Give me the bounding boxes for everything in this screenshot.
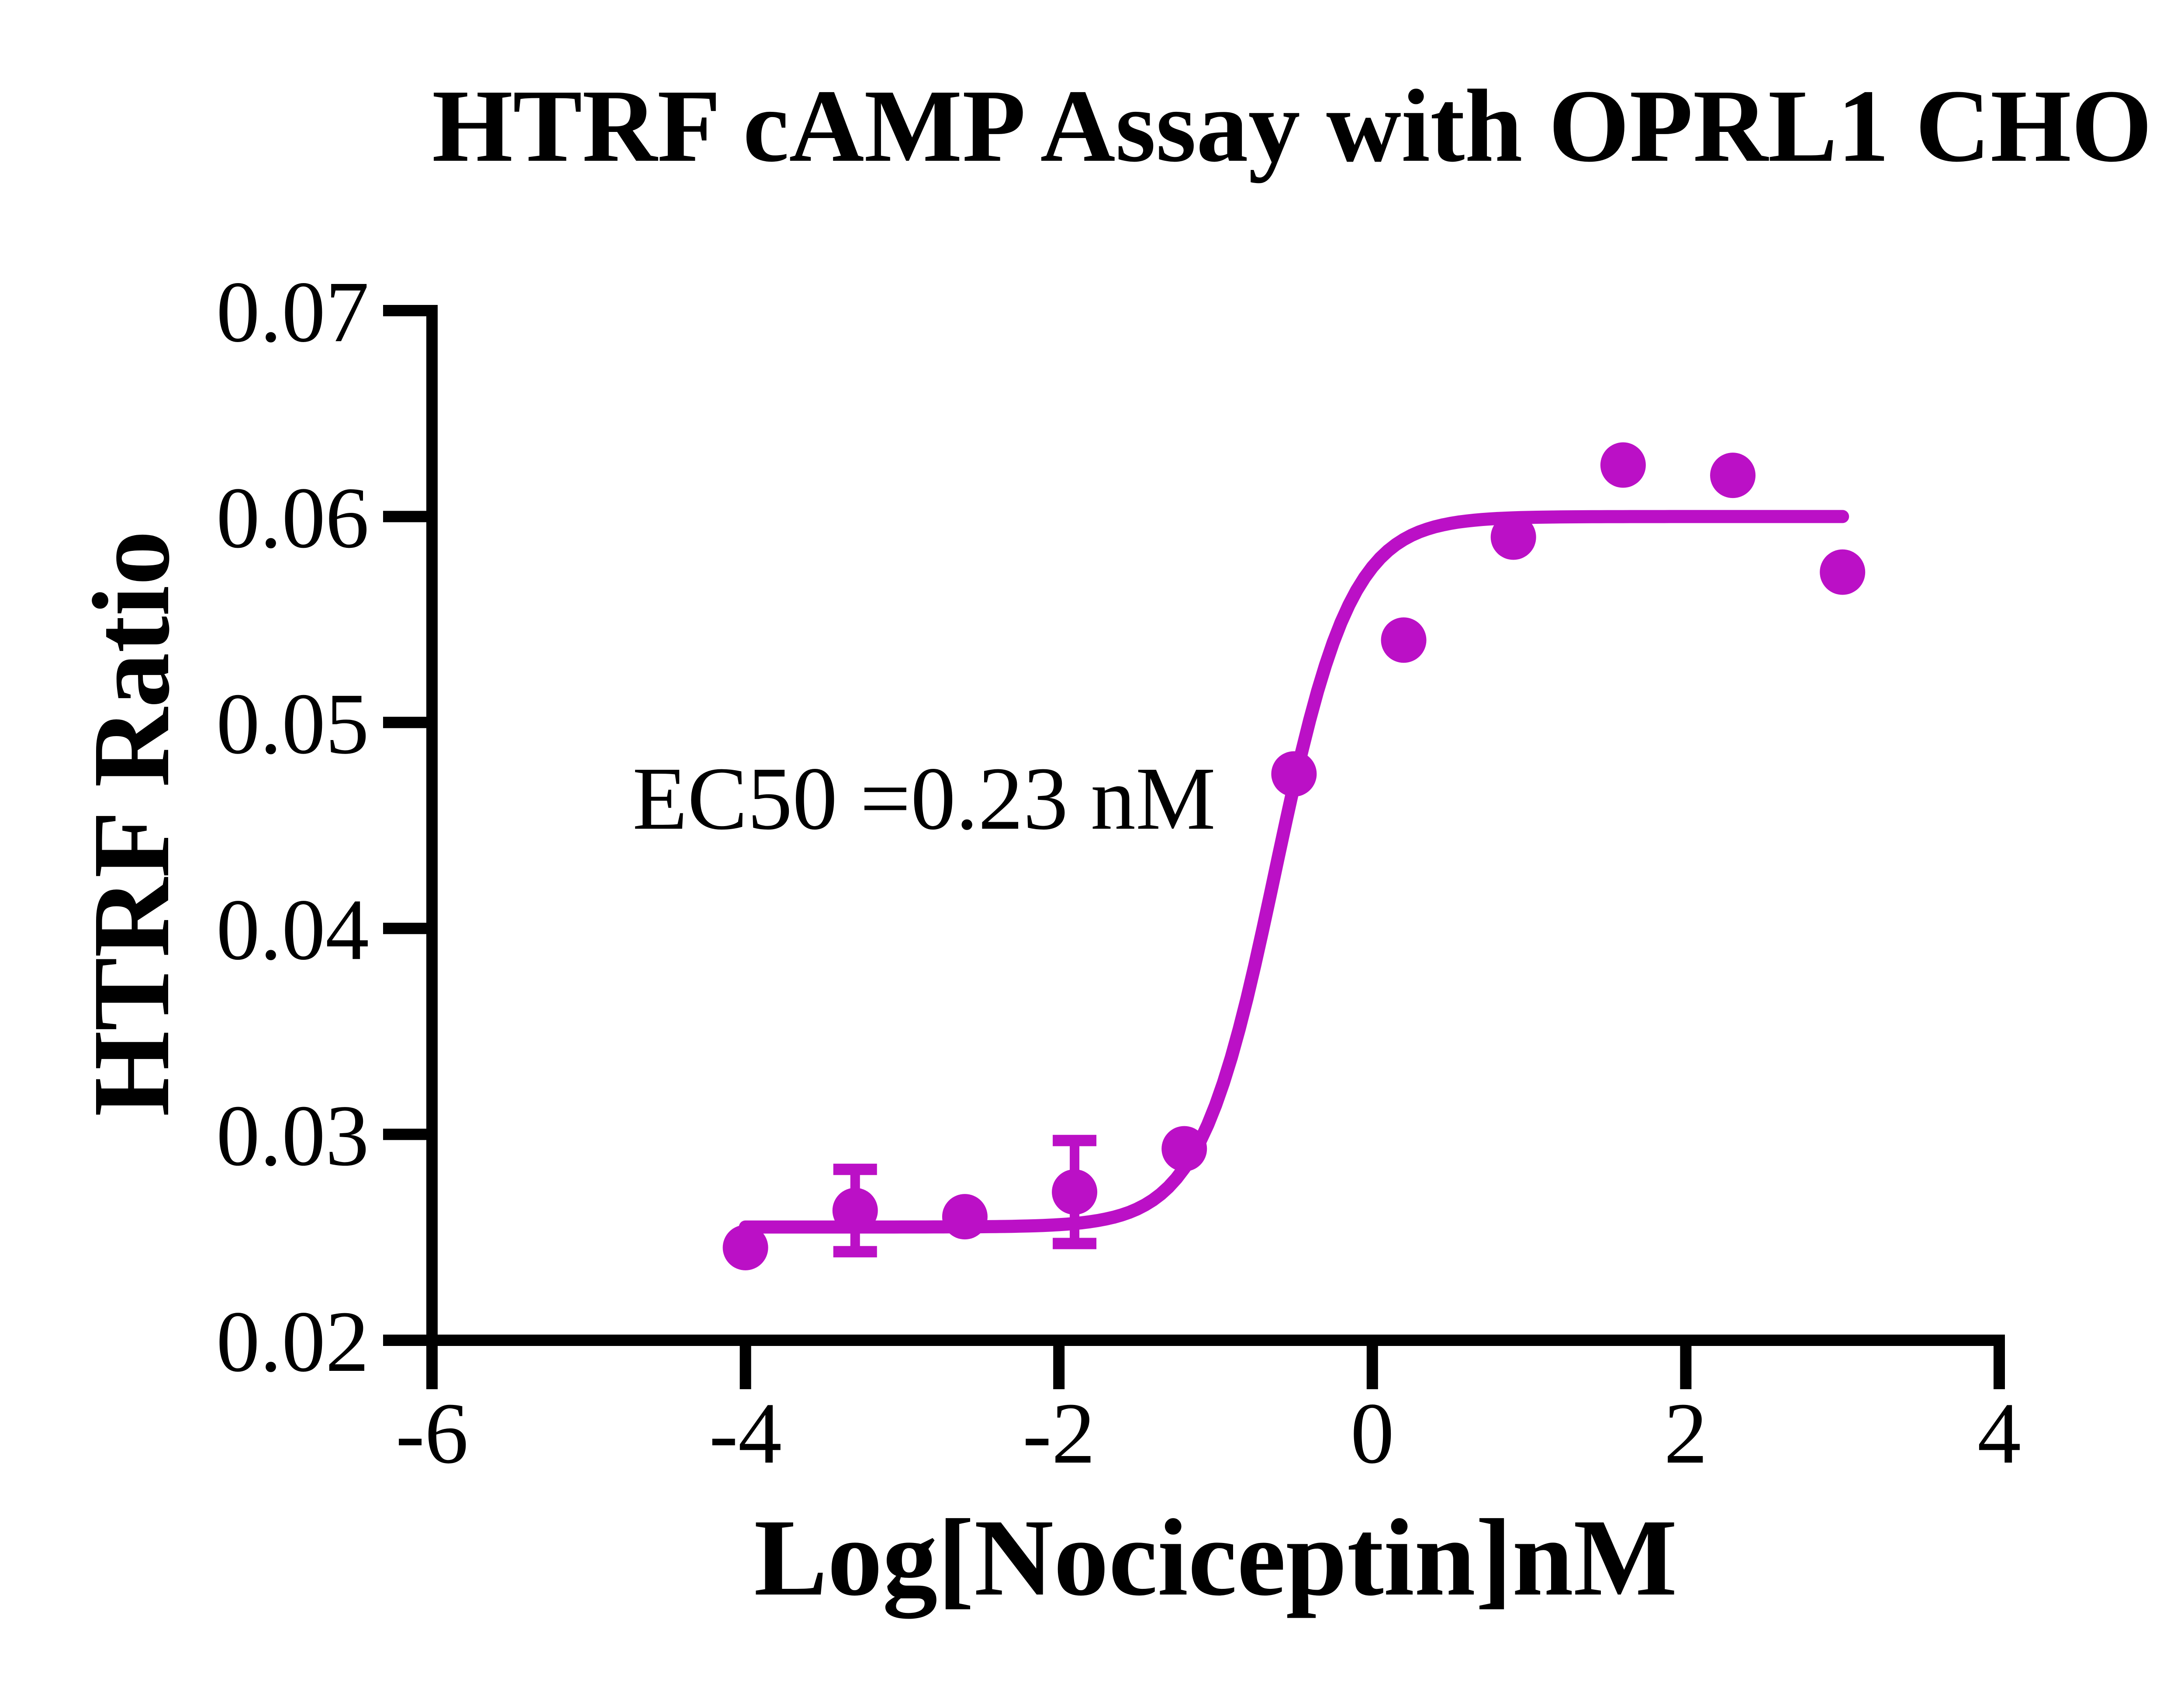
fit-curve: [739, 510, 1849, 1234]
y-tick-label: 0.03: [216, 1088, 369, 1184]
data-point: [1600, 442, 1646, 488]
y-tick-label: 0.05: [216, 676, 369, 772]
y-tick-label: 0.02: [216, 1294, 369, 1390]
data-point: [1490, 514, 1536, 560]
data-point: [832, 1188, 878, 1234]
x-tick-label: 2: [1664, 1385, 1707, 1482]
ec50-annotation: EC50 =0.23 nM: [632, 748, 1216, 848]
data-point: [942, 1194, 988, 1240]
data-point: [1161, 1126, 1207, 1172]
data-point: [722, 1225, 768, 1270]
x-tick-label: -6: [396, 1385, 469, 1482]
x-tick-label: -4: [709, 1385, 782, 1482]
data-point: [1820, 549, 1866, 595]
data-point: [1381, 617, 1427, 663]
data-point: [1271, 751, 1317, 797]
y-tick-label: 0.07: [216, 264, 369, 360]
x-tick-label: 0: [1351, 1385, 1394, 1482]
y-tick-label: 0.04: [216, 882, 369, 978]
data-point: [1052, 1169, 1098, 1215]
x-tick-label: 4: [1977, 1385, 2021, 1482]
y-tick-label: 0.06: [216, 470, 369, 566]
x-axis-title: Log[Nociceptin]nM: [754, 1496, 1677, 1619]
x-tick-label: -2: [1023, 1385, 1095, 1482]
data-point: [1710, 453, 1756, 498]
chart-title: HTRF cAMP Assay with OPRL1 CHO（C7）: [432, 69, 2184, 183]
